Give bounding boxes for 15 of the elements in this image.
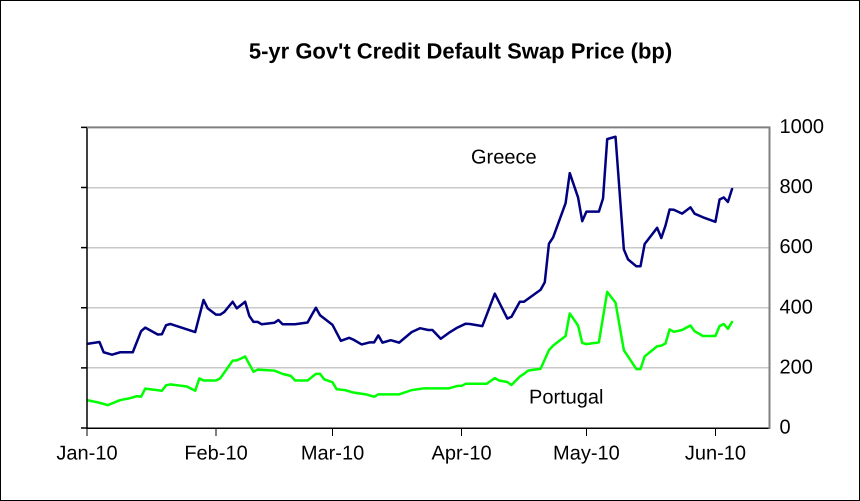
series-label: Portugal bbox=[529, 386, 604, 409]
x-tick-label: Mar-10 bbox=[300, 442, 364, 465]
x-tick-label: Feb-10 bbox=[184, 442, 248, 465]
y-tick-label: 1000 bbox=[780, 116, 824, 138]
x-tick-label: Jan-10 bbox=[56, 442, 118, 465]
y-tick-label: 200 bbox=[780, 356, 813, 378]
y-tick-label: 600 bbox=[780, 236, 813, 258]
y-tick-label: 0 bbox=[780, 416, 791, 439]
x-tick-label: Apr-10 bbox=[432, 442, 492, 465]
series-label: Greece bbox=[471, 146, 537, 169]
y-tick-label: 400 bbox=[780, 296, 813, 318]
y-tick-label: 800 bbox=[780, 176, 813, 198]
chart-title: 5-yr Gov't Credit Default Swap Price (bp) bbox=[248, 38, 672, 64]
x-tick-label: May-10 bbox=[553, 442, 620, 465]
x-tick-label: Jun-10 bbox=[684, 442, 746, 465]
